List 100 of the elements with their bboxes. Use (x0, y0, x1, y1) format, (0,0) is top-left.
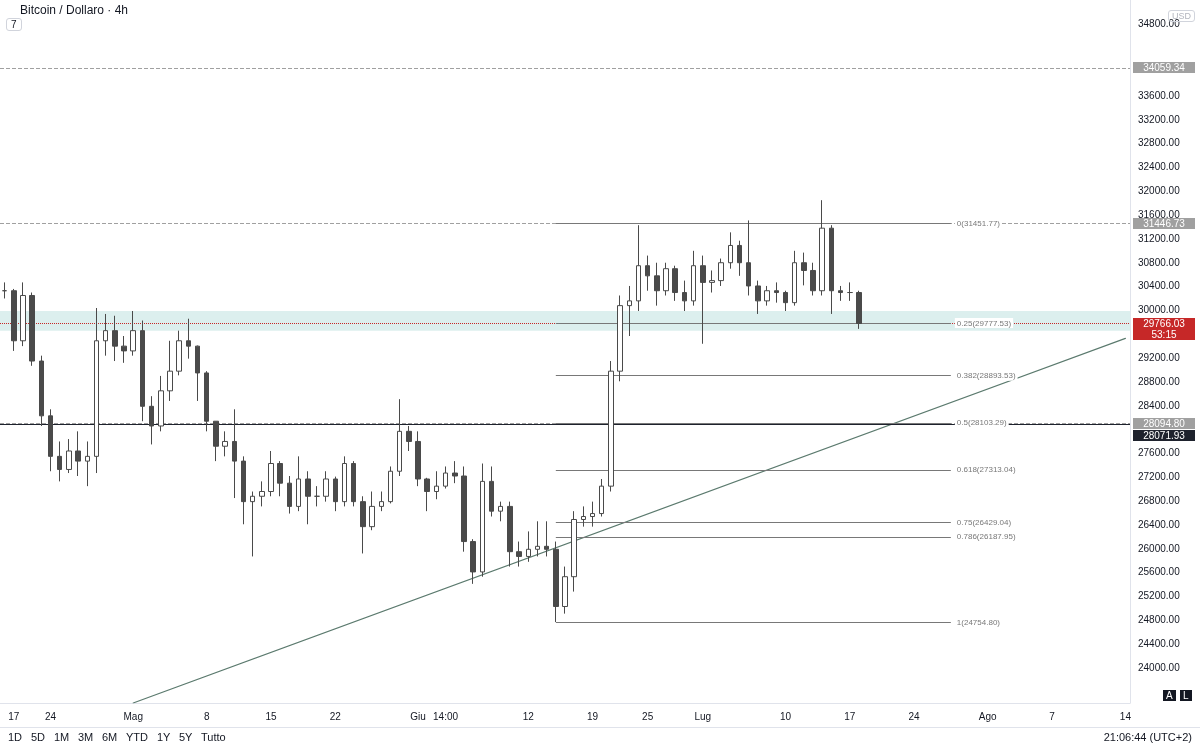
x-tick-label: 10 (779, 710, 792, 722)
candlestick (75, 430, 81, 477)
text: 5Y (179, 731, 193, 743)
candlestick (461, 465, 467, 553)
candlestick (360, 495, 366, 554)
x-tick-label: Mag (123, 710, 143, 722)
candlestick (213, 420, 219, 462)
candlestick (764, 285, 770, 307)
candlestick (434, 470, 439, 500)
candlestick (406, 425, 412, 452)
candlestick (2, 281, 7, 299)
text: 29766.03 (1133, 318, 1195, 330)
candlestick (29, 292, 35, 367)
y-tick-label: 26000.00 (1138, 542, 1181, 554)
candlestick (158, 375, 164, 432)
x-tick-label: 25 (642, 710, 654, 722)
candlestick (728, 231, 733, 270)
candlestick (186, 318, 191, 360)
candlestick (452, 460, 458, 484)
ref-line-label: 0.75(26429.04) (956, 518, 1012, 528)
candlestick (801, 252, 807, 286)
candlestick (571, 510, 577, 593)
candlestick (526, 530, 531, 563)
x-tick-label: 14 (1119, 710, 1132, 722)
text: L (1180, 690, 1192, 701)
candlestick (755, 280, 761, 315)
y-tick-label: 32400.00 (1138, 161, 1181, 173)
candlestick (608, 360, 614, 492)
text: 1D (8, 731, 23, 743)
ref-line-label: 0.25(29777.53) (956, 318, 1012, 328)
candlestick (645, 255, 650, 292)
y-tick-label: 25600.00 (1138, 566, 1181, 578)
candlestick (489, 465, 494, 518)
y-tick-label: 28400.00 (1138, 399, 1181, 411)
candlestick (333, 476, 338, 512)
candlestick (470, 538, 476, 585)
candlestick (636, 224, 641, 312)
x-tick-label: 8 (203, 710, 210, 722)
y-tick-label: 32800.00 (1138, 137, 1181, 149)
ref-line-label: 1(24754.80) (956, 617, 1001, 627)
candlestick (140, 320, 145, 422)
text: 28071.93 (1133, 429, 1195, 441)
candlestick (829, 224, 834, 315)
candlestick (259, 480, 265, 507)
candlestick (617, 295, 623, 382)
x-tick-label: Lug (694, 710, 712, 722)
candlestick (516, 541, 522, 568)
ref-line-label: 0.5(28103.29) (956, 418, 1008, 428)
y-tick-label: 24400.00 (1138, 637, 1181, 649)
candlestick (94, 307, 99, 474)
candlestick (20, 281, 26, 347)
y-tick-label: 28800.00 (1138, 375, 1181, 387)
x-tick-label: 12 (522, 710, 535, 722)
candlestick (535, 520, 540, 557)
candlestick (856, 290, 862, 330)
y-tick-label: 26400.00 (1138, 518, 1181, 530)
candlestick (691, 250, 696, 307)
candlestick (718, 258, 724, 287)
y-tick-label: 33600.00 (1138, 89, 1181, 101)
y-tick-label: 30000.00 (1138, 304, 1181, 316)
text: A (1163, 690, 1176, 701)
candlestick (39, 355, 44, 427)
candlestick (277, 460, 283, 497)
text: 31446.73 (1133, 218, 1195, 230)
candlestick (222, 430, 228, 457)
text: 21:06:44 (UTC+2) (1103, 731, 1192, 743)
candlestick (167, 340, 173, 402)
candlestick (287, 475, 292, 515)
candlestick (351, 460, 356, 507)
ref-line-label: 0.786(26187.95) (956, 532, 1016, 542)
ref-line-label: 0.618(27313.04) (956, 465, 1016, 475)
x-tick-label: Ago (978, 710, 997, 722)
candlestick (112, 315, 118, 362)
y-tick-label: 24000.00 (1138, 661, 1181, 673)
x-tick-label: 17 (8, 710, 20, 722)
candlestick (379, 491, 384, 512)
candlestick (590, 501, 595, 528)
candlestick (149, 395, 154, 445)
candlestick (296, 455, 301, 512)
text: 6M (102, 731, 118, 743)
x-tick-label: Giu (410, 710, 426, 722)
candlestick (663, 262, 669, 296)
y-tick-label: 27600.00 (1138, 447, 1181, 459)
candlestick (232, 408, 237, 499)
y-tick-label: 31600.00 (1138, 208, 1181, 220)
candlestick (66, 438, 72, 474)
candlestick (314, 485, 320, 507)
ref-line-label: 0.382(28893.53) (956, 371, 1016, 381)
candlestick (682, 280, 687, 312)
y-tick-label: 33200.00 (1138, 113, 1181, 125)
candlestick (792, 250, 797, 307)
candlestick (746, 219, 751, 296)
candlestick (268, 450, 274, 497)
candlestick (553, 541, 559, 623)
candlestick (11, 288, 17, 352)
text: Tutto (201, 731, 226, 743)
candlestick (443, 465, 448, 490)
x-tick-label: 14:00 (433, 710, 459, 722)
candlestick (847, 281, 853, 302)
y-tick-label: 26800.00 (1138, 494, 1181, 506)
